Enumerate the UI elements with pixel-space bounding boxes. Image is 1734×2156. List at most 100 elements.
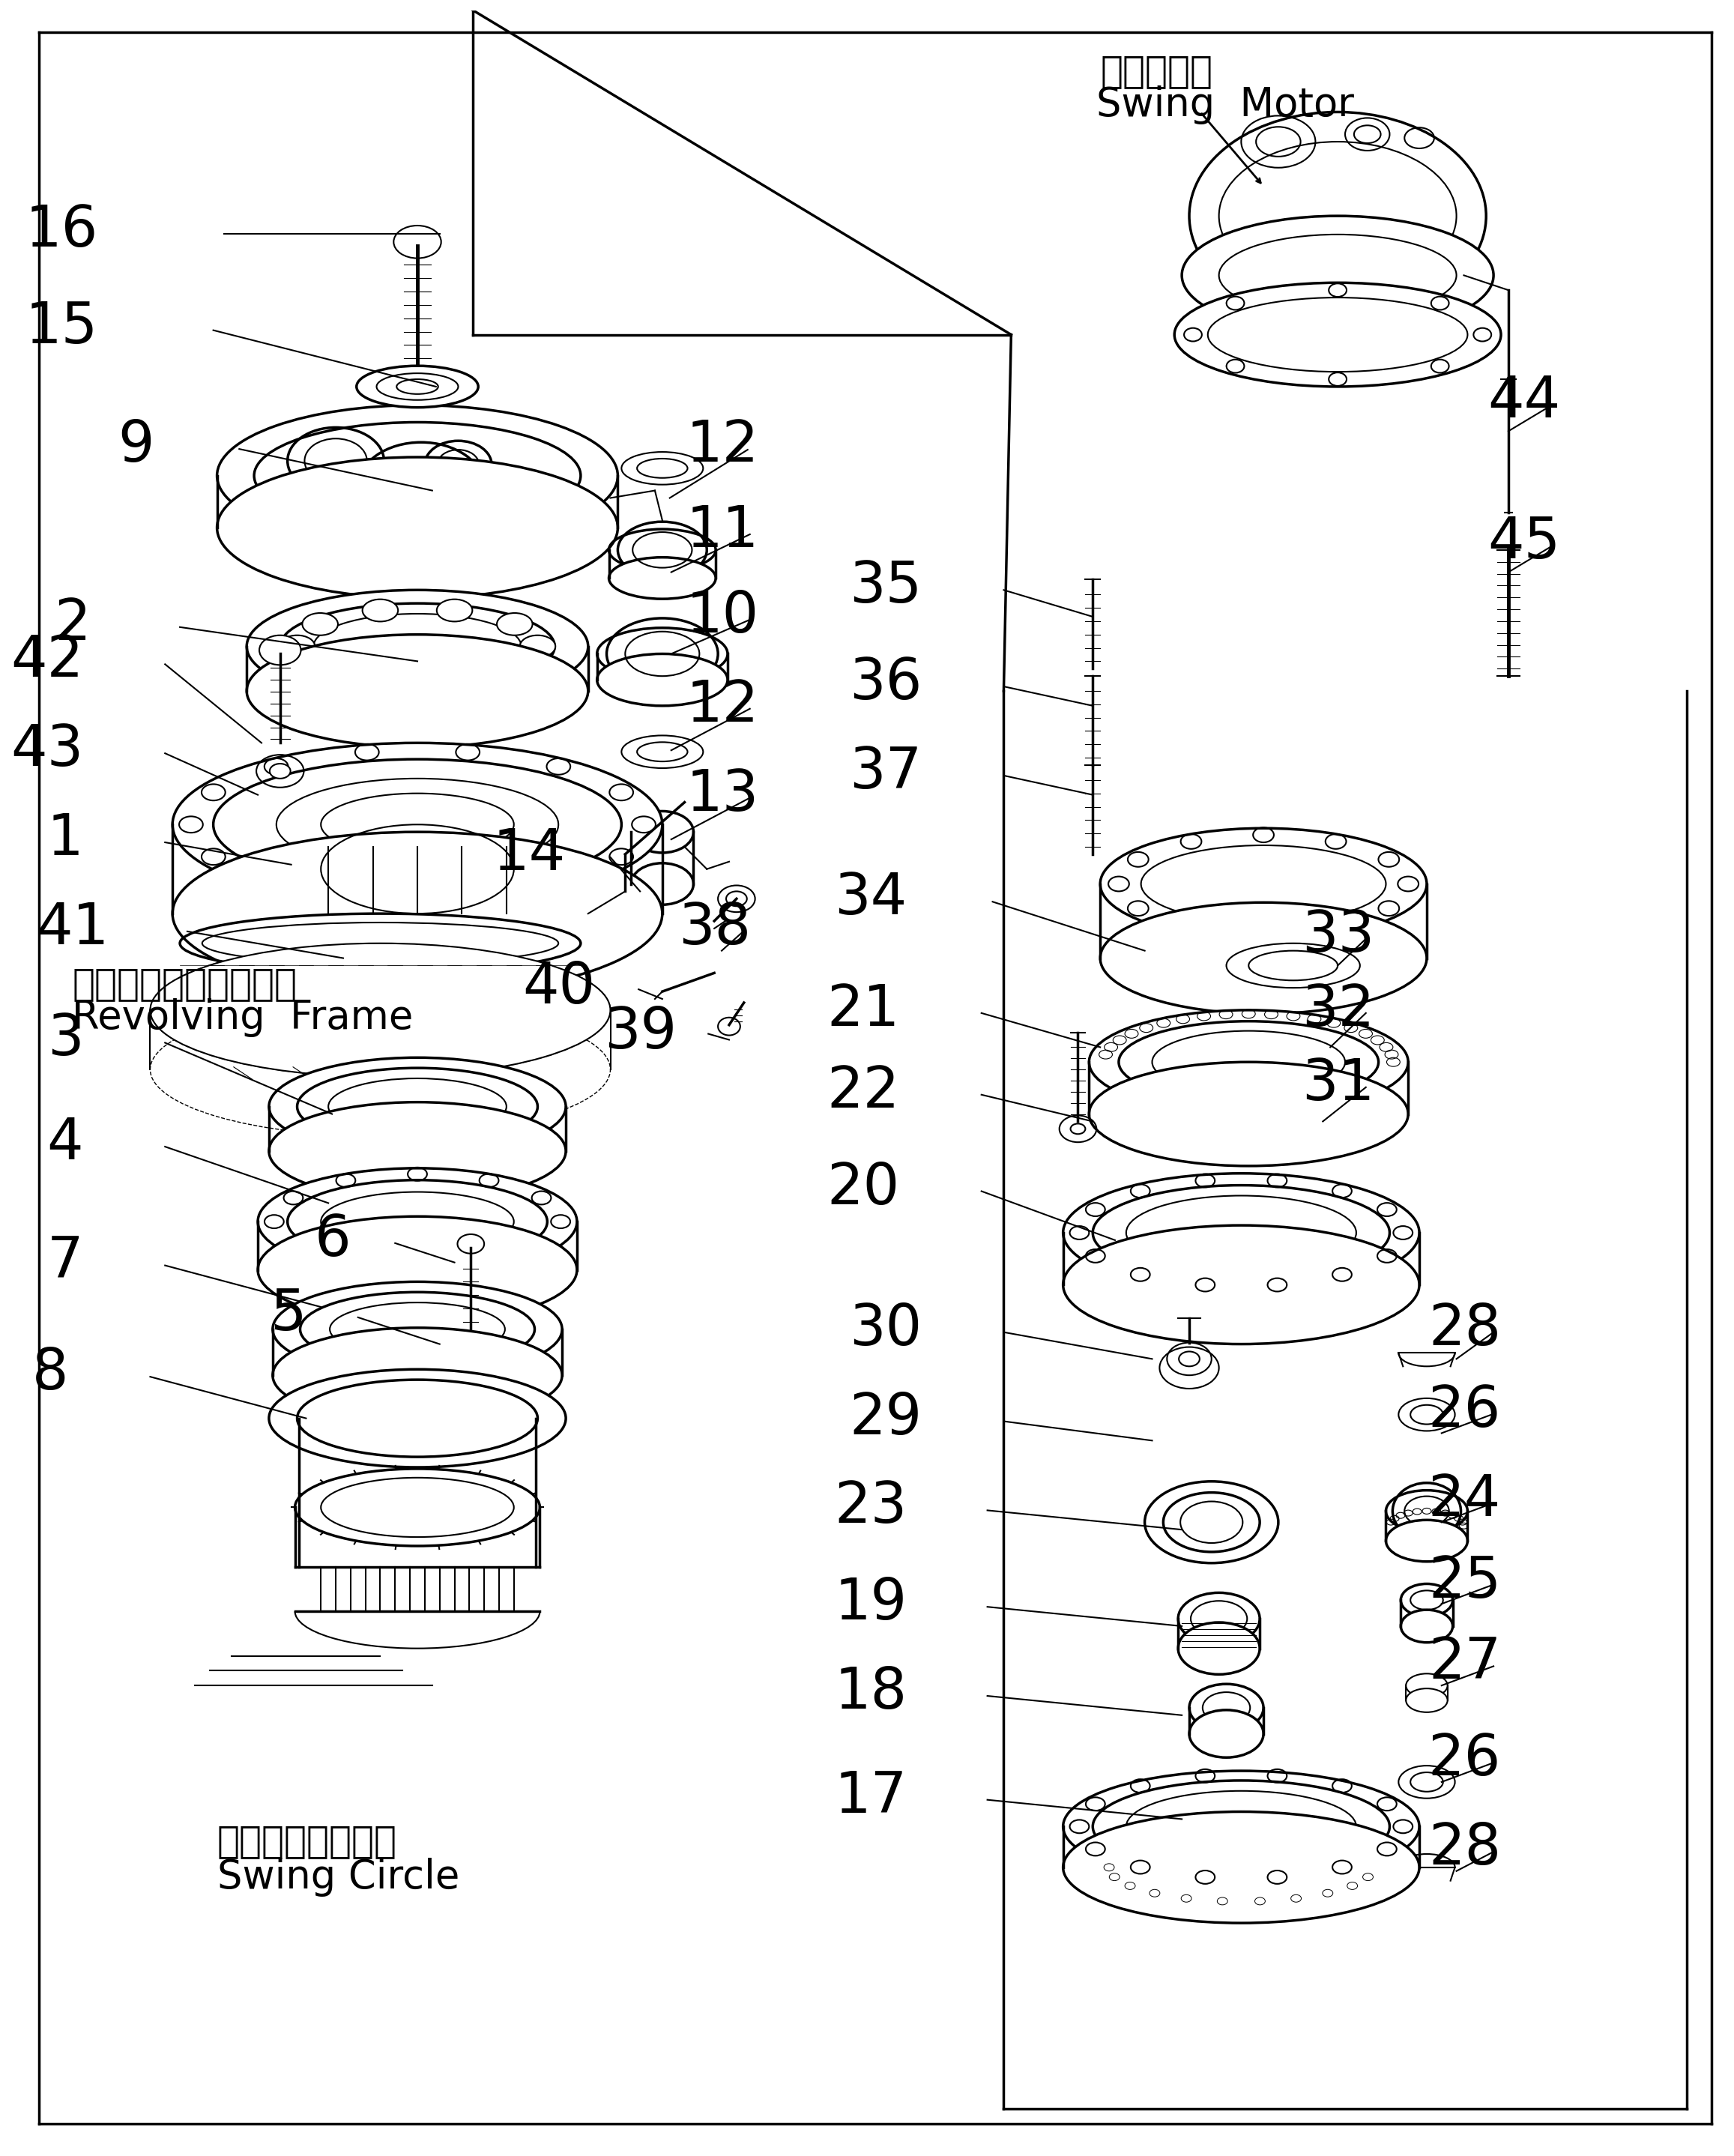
Text: 37: 37: [850, 744, 922, 800]
Ellipse shape: [458, 1233, 484, 1253]
Ellipse shape: [1406, 1673, 1448, 1697]
Text: 28: 28: [1429, 1302, 1502, 1356]
Text: 26: 26: [1429, 1384, 1502, 1438]
Text: 15: 15: [26, 300, 99, 356]
Text: 30: 30: [850, 1302, 922, 1356]
Ellipse shape: [302, 658, 338, 679]
Text: 36: 36: [850, 655, 922, 711]
Text: スイングサークル: スイングサークル: [217, 1824, 397, 1858]
Ellipse shape: [172, 832, 662, 996]
Ellipse shape: [437, 599, 472, 621]
Ellipse shape: [217, 405, 617, 545]
Ellipse shape: [272, 1281, 562, 1378]
Text: 11: 11: [687, 505, 759, 558]
Ellipse shape: [1226, 944, 1359, 987]
Text: Swing Circle: Swing Circle: [217, 1858, 460, 1897]
Ellipse shape: [151, 944, 610, 1076]
Ellipse shape: [498, 612, 532, 636]
Text: 28: 28: [1429, 1822, 1502, 1876]
Ellipse shape: [362, 599, 399, 621]
Text: 22: 22: [827, 1065, 900, 1119]
Text: 27: 27: [1429, 1636, 1502, 1690]
Text: 31: 31: [1302, 1056, 1375, 1112]
Text: 8: 8: [33, 1345, 69, 1401]
Ellipse shape: [258, 1216, 577, 1324]
Text: 29: 29: [850, 1391, 922, 1447]
Text: 1: 1: [47, 811, 83, 867]
Ellipse shape: [397, 379, 439, 395]
Text: 19: 19: [834, 1576, 907, 1632]
Ellipse shape: [727, 890, 747, 906]
Ellipse shape: [272, 1328, 562, 1423]
Ellipse shape: [357, 367, 479, 407]
Text: 25: 25: [1429, 1554, 1502, 1608]
Ellipse shape: [269, 1369, 565, 1468]
Ellipse shape: [1089, 1063, 1408, 1166]
Text: 17: 17: [834, 1770, 907, 1824]
Text: 23: 23: [834, 1479, 907, 1535]
Ellipse shape: [1089, 1011, 1408, 1115]
Text: 4: 4: [47, 1117, 83, 1171]
Text: 旋回モータ: 旋回モータ: [1099, 54, 1212, 88]
Ellipse shape: [260, 636, 302, 664]
Text: 32: 32: [1302, 983, 1375, 1037]
Ellipse shape: [362, 671, 399, 694]
Text: 24: 24: [1429, 1473, 1502, 1529]
Ellipse shape: [258, 1169, 577, 1274]
Ellipse shape: [631, 811, 694, 854]
Text: 13: 13: [687, 768, 759, 824]
Ellipse shape: [520, 636, 555, 658]
Ellipse shape: [1099, 903, 1427, 1013]
Text: 20: 20: [827, 1160, 900, 1216]
Ellipse shape: [246, 591, 588, 703]
Text: 14: 14: [492, 826, 565, 882]
Ellipse shape: [1385, 1520, 1467, 1561]
Ellipse shape: [437, 671, 472, 694]
Text: Swing  Motor: Swing Motor: [1096, 84, 1354, 125]
Ellipse shape: [1183, 216, 1493, 334]
Ellipse shape: [596, 653, 728, 705]
Text: Revolving  Frame: Revolving Frame: [73, 998, 413, 1037]
Ellipse shape: [295, 1468, 539, 1546]
Text: 44: 44: [1488, 373, 1561, 429]
Ellipse shape: [609, 558, 716, 599]
Ellipse shape: [302, 612, 338, 636]
Ellipse shape: [1190, 1684, 1264, 1731]
Text: 35: 35: [850, 558, 922, 614]
Ellipse shape: [1177, 1593, 1259, 1645]
Text: 26: 26: [1429, 1731, 1502, 1787]
Ellipse shape: [271, 763, 291, 778]
Text: 5: 5: [271, 1287, 307, 1343]
Text: 45: 45: [1488, 515, 1561, 569]
Text: 38: 38: [678, 901, 751, 955]
Text: 2: 2: [54, 597, 90, 651]
Ellipse shape: [1190, 112, 1486, 319]
Ellipse shape: [1190, 1710, 1264, 1757]
Text: 16: 16: [26, 203, 99, 259]
Ellipse shape: [631, 862, 694, 906]
Ellipse shape: [1063, 1173, 1420, 1291]
Text: 21: 21: [827, 983, 900, 1037]
Ellipse shape: [246, 634, 588, 748]
Text: 18: 18: [834, 1664, 907, 1720]
Ellipse shape: [394, 226, 440, 259]
Ellipse shape: [269, 1059, 565, 1156]
Ellipse shape: [1063, 1225, 1420, 1343]
Ellipse shape: [217, 457, 617, 597]
Ellipse shape: [172, 744, 662, 906]
Text: 43: 43: [10, 722, 83, 778]
Text: 42: 42: [10, 634, 83, 690]
Ellipse shape: [718, 1018, 740, 1035]
Ellipse shape: [1401, 1611, 1453, 1643]
Ellipse shape: [498, 658, 532, 679]
Text: 3: 3: [47, 1011, 83, 1067]
Ellipse shape: [1063, 1770, 1420, 1882]
Text: 9: 9: [118, 418, 154, 474]
Text: 39: 39: [605, 1005, 678, 1061]
Text: 34: 34: [834, 871, 907, 927]
Text: 33: 33: [1302, 908, 1375, 964]
Ellipse shape: [1063, 1811, 1420, 1923]
Ellipse shape: [269, 1102, 565, 1201]
Ellipse shape: [1406, 1688, 1448, 1712]
Text: 40: 40: [522, 959, 595, 1015]
